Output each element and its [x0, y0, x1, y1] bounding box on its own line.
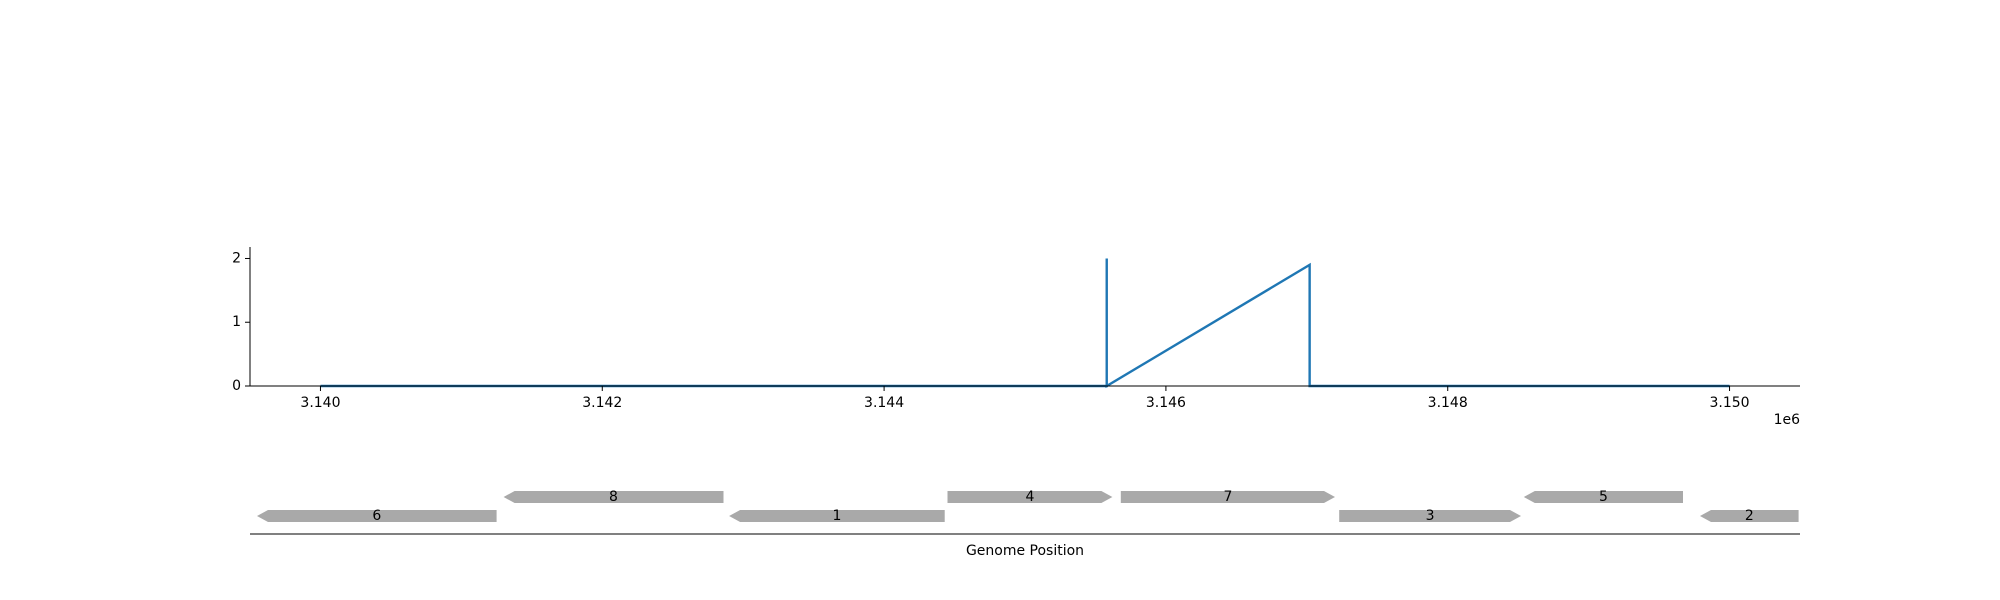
- gene-arrow-7: [1120, 491, 1335, 503]
- y-tick-label: 2: [232, 250, 241, 266]
- x-tick-label: 3.144: [864, 395, 904, 411]
- gene-map: 6 8 1 4 7 3 5 2 Genome Position: [250, 489, 1800, 559]
- gene-label-7: 7: [1223, 489, 1232, 505]
- gene-label-8: 8: [609, 489, 618, 505]
- gene-label-4: 4: [1025, 489, 1034, 505]
- y-tick-label: 1: [232, 314, 241, 330]
- gene-arrow-8: [503, 491, 724, 503]
- gene-label-6: 6: [372, 508, 381, 524]
- y-ticks: 0 1 2: [232, 250, 250, 394]
- gene-arrow-6: [257, 510, 497, 522]
- x-tick-label: 3.142: [582, 395, 622, 411]
- gene-arrow-3: [1339, 510, 1521, 522]
- gene-label-1: 1: [832, 508, 841, 524]
- gene-arrow-4: [947, 491, 1113, 503]
- gene-label-5: 5: [1599, 489, 1608, 505]
- y-tick-label: 0: [232, 378, 241, 394]
- x-offset-text: 1e6: [1774, 412, 1801, 428]
- coverage-plot: 3.140 3.142 3.144 3.146 3.148 3.150 0 1 2 1e6: [232, 247, 1800, 428]
- gene-arrow-2: [1700, 510, 1799, 522]
- gene-arrows: 6 8 1 4 7 3 5 2: [257, 489, 1799, 524]
- x-axis-label: Genome Position: [966, 543, 1084, 559]
- gene-arrow-5: [1523, 491, 1683, 503]
- gene-label-3: 3: [1426, 508, 1435, 524]
- gene-arrow-1: [729, 510, 945, 522]
- x-tick-label: 3.150: [1709, 395, 1749, 411]
- x-ticks: 3.140 3.142 3.144 3.146 3.148 3.150: [300, 386, 1750, 411]
- coverage-line-0: [320, 258, 1730, 389]
- x-tick-label: 3.146: [1146, 395, 1186, 411]
- gene-label-2: 2: [1745, 508, 1754, 524]
- x-tick-label: 3.148: [1428, 395, 1468, 411]
- coverage-series: [320, 258, 1730, 389]
- x-tick-label: 3.140: [300, 395, 340, 411]
